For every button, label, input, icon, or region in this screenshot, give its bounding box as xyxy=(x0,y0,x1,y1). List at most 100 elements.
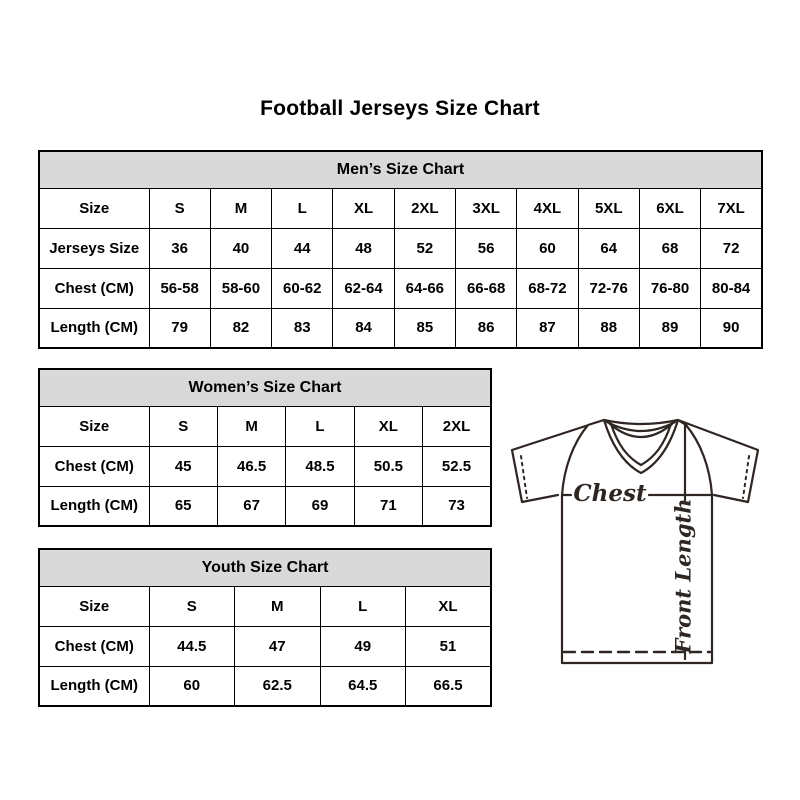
value-cell: 73 xyxy=(422,485,492,527)
value-cell: 7XL xyxy=(700,187,763,229)
value-cell: M xyxy=(209,187,273,229)
value-cell: 66.5 xyxy=(405,665,492,707)
mens-size-chart-table: Men’s Size Chart Size S M L XL 2XL 3XL 4XL 5XL 6XL… xyxy=(38,150,763,349)
value-cell: S xyxy=(148,585,235,627)
table-row: Chest (CM) 44.5 47 49 51 xyxy=(38,625,492,667)
table-row: Chest (CM) 56-58 58-60 60-62 62-64 64-66 66-68… xyxy=(38,267,763,309)
table-row: Jerseys Size 36 40 44 48 52 56 60 64 68 72 xyxy=(38,227,763,269)
collar-back-curve-2 xyxy=(608,422,674,438)
womens-size-chart-table: Women’s Size Chart Size S M L XL 2XL Chest (CM)… xyxy=(38,368,492,527)
value-cell: 64-66 xyxy=(393,267,456,309)
page-title: Football Jerseys Size Chart xyxy=(260,97,540,120)
row-label-cell: Size xyxy=(38,585,150,627)
value-cell: M xyxy=(216,405,287,447)
value-cell: M xyxy=(234,585,321,627)
value-cell: 89 xyxy=(638,307,702,349)
table-row: Chest (CM) 45 46.5 48.5 50.5 52.5 xyxy=(38,445,492,487)
table-title: Youth Size Chart xyxy=(38,548,492,587)
value-cell: 66-68 xyxy=(454,267,518,309)
value-cell: 71 xyxy=(353,485,424,527)
table-row: Length (CM) 79 82 83 84 85 86 87 88 89 90 xyxy=(38,307,763,349)
youth-size-chart-table: Youth Size Chart Size S M L XL Chest (CM) 44.5 4… xyxy=(38,548,492,707)
value-cell: 60-62 xyxy=(271,267,334,309)
value-cell: 62-64 xyxy=(332,267,395,309)
value-cell: 50.5 xyxy=(353,445,424,487)
right-cuff-dashed-seam xyxy=(742,455,750,499)
value-cell: 60 xyxy=(516,227,579,269)
row-label-cell: Length (CM) xyxy=(38,485,150,527)
value-cell: 65 xyxy=(148,485,218,527)
value-cell: 64.5 xyxy=(319,665,406,707)
value-cell: 60 xyxy=(148,665,235,707)
value-cell: 68-72 xyxy=(516,267,579,309)
value-cell: 80-84 xyxy=(700,267,763,309)
value-cell: 84 xyxy=(332,307,395,349)
value-cell: S xyxy=(148,187,211,229)
value-cell: 3XL xyxy=(454,187,518,229)
value-cell: 40 xyxy=(209,227,273,269)
value-cell: 72 xyxy=(700,227,763,269)
value-cell: 36 xyxy=(148,227,211,269)
value-cell: 68 xyxy=(638,227,702,269)
value-cell: 82 xyxy=(209,307,273,349)
value-cell: 86 xyxy=(454,307,518,349)
value-cell: L xyxy=(271,187,334,229)
left-cuff-dashed-seam xyxy=(520,455,528,499)
row-label-cell: Size xyxy=(38,187,150,229)
collar-back-curve-1 xyxy=(605,420,677,432)
collar-inner-v xyxy=(609,422,673,467)
value-cell: 48 xyxy=(332,227,395,269)
value-cell: 64 xyxy=(577,227,640,269)
table-row: Size S M L XL xyxy=(38,585,492,627)
value-cell: 4XL xyxy=(516,187,579,229)
row-label-cell: Length (CM) xyxy=(38,307,150,349)
value-cell: 47 xyxy=(234,625,321,667)
row-label-cell: Size xyxy=(38,405,150,447)
value-cell: 88 xyxy=(577,307,640,349)
jersey-measurement-diagram: Chest Front Length xyxy=(500,398,770,683)
value-cell: XL xyxy=(353,405,424,447)
value-cell: 69 xyxy=(285,485,355,527)
jersey-body-outline xyxy=(560,418,714,665)
row-label-cell: Chest (CM) xyxy=(38,267,150,309)
value-cell: L xyxy=(285,405,355,447)
value-cell: 44 xyxy=(271,227,334,269)
value-cell: 46.5 xyxy=(216,445,287,487)
value-cell: 5XL xyxy=(577,187,640,229)
value-cell: XL xyxy=(332,187,395,229)
value-cell: 79 xyxy=(148,307,211,349)
value-cell: 2XL xyxy=(422,405,492,447)
front-length-label: Front Length xyxy=(671,499,696,655)
value-cell: XL xyxy=(405,585,492,627)
table-row: Length (CM) 60 62.5 64.5 66.5 xyxy=(38,665,492,707)
row-label-cell: Jerseys Size xyxy=(38,227,150,269)
jersey-right-sleeve xyxy=(676,418,760,504)
value-cell: 85 xyxy=(393,307,456,349)
value-cell: 51 xyxy=(405,625,492,667)
table-row: Size S M L XL 2XL 3XL 4XL 5XL 6XL 7XL xyxy=(38,187,763,229)
value-cell: 83 xyxy=(271,307,334,349)
value-cell: 6XL xyxy=(638,187,702,229)
value-cell: 58-60 xyxy=(209,267,273,309)
value-cell: 48.5 xyxy=(285,445,355,487)
row-label-cell: Chest (CM) xyxy=(38,445,150,487)
value-cell: L xyxy=(319,585,406,627)
table-title: Men’s Size Chart xyxy=(38,150,763,189)
value-cell: 62.5 xyxy=(234,665,321,707)
value-cell: 45 xyxy=(148,445,218,487)
table-row: Size S M L XL 2XL xyxy=(38,405,492,447)
row-label-cell: Chest (CM) xyxy=(38,625,150,667)
value-cell: 90 xyxy=(700,307,763,349)
value-cell: 56 xyxy=(454,227,518,269)
table-title: Women’s Size Chart xyxy=(38,368,492,407)
value-cell: 72-76 xyxy=(577,267,640,309)
value-cell: 2XL xyxy=(393,187,456,229)
value-cell: 44.5 xyxy=(148,625,235,667)
value-cell: 67 xyxy=(216,485,287,527)
value-cell: 52.5 xyxy=(422,445,492,487)
value-cell: 76-80 xyxy=(638,267,702,309)
chest-label: Chest xyxy=(573,480,647,507)
value-cell: 52 xyxy=(393,227,456,269)
value-cell: S xyxy=(148,405,218,447)
table-row: Length (CM) 65 67 69 71 73 xyxy=(38,485,492,527)
